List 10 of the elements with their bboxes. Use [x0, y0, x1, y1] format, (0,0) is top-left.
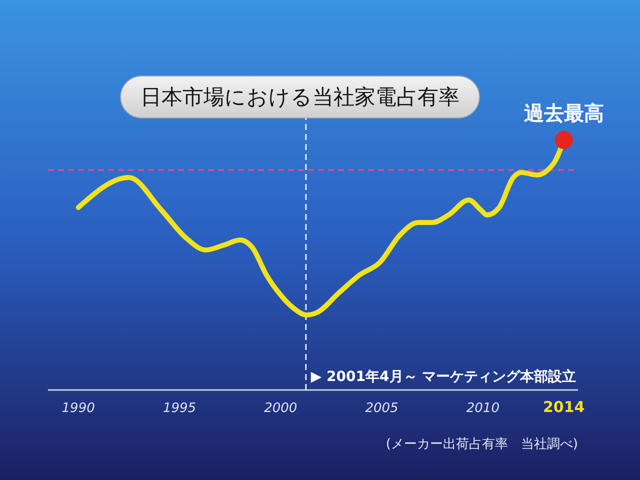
x-tick-label: 2000 — [264, 401, 298, 416]
x-tick-label: 1995 — [162, 401, 196, 416]
x-tick-label: 1990 — [62, 401, 95, 416]
chart-title: 日本市場における当社家電占有率 — [140, 85, 460, 109]
text: (メーカー出荷占有率 当社調べ) — [386, 436, 578, 452]
ref-line-label: ▶ 2001年4月～ マーケティング本部設立 — [310, 368, 576, 385]
x-tick-label: 2010 — [466, 401, 500, 416]
x-tick-label: 2014 — [542, 398, 585, 416]
x-tick-label: 2005 — [365, 401, 398, 416]
annotation: 過去最高 — [522, 101, 604, 125]
